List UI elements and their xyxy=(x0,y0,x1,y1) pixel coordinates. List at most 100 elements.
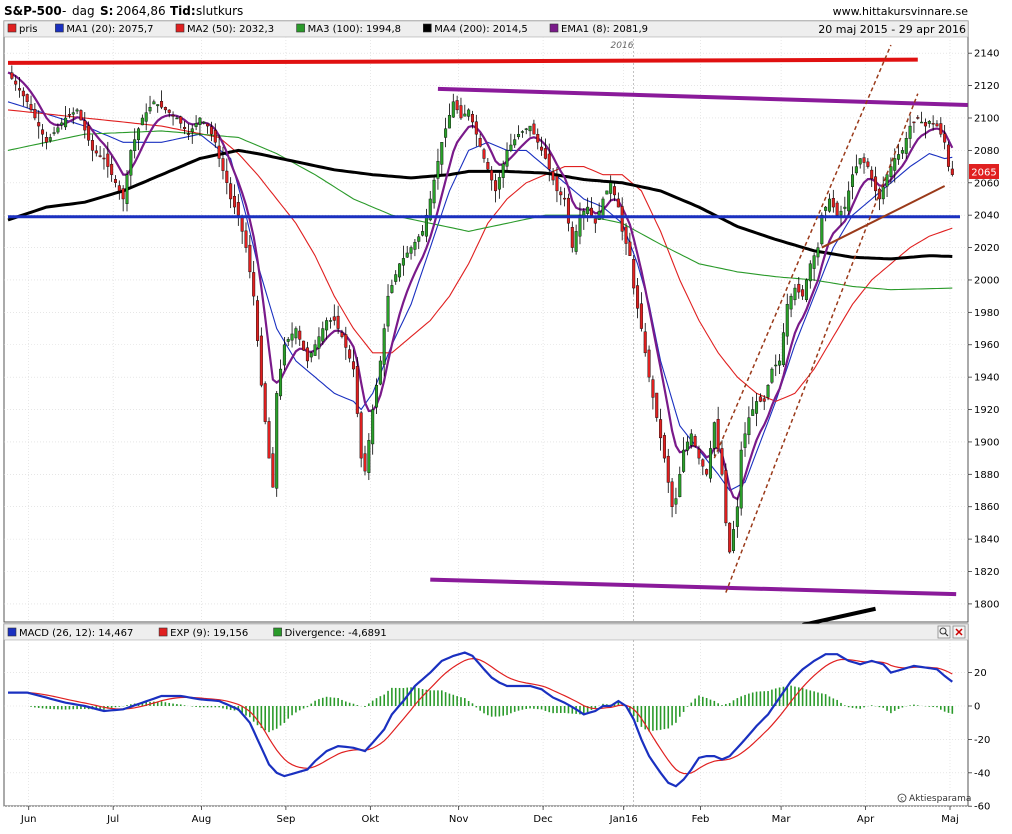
candle-body xyxy=(505,150,509,167)
x-tick-label: Dec xyxy=(533,814,552,825)
candle-body xyxy=(444,128,448,138)
candle-body xyxy=(897,154,901,160)
candle-body xyxy=(336,315,340,329)
overlay-line xyxy=(7,148,953,261)
candle-body xyxy=(87,125,91,141)
candle-body xyxy=(739,449,743,509)
candle-body xyxy=(732,529,736,551)
candle-body xyxy=(708,448,712,479)
candle-body xyxy=(678,474,682,498)
candle-body xyxy=(835,202,839,216)
candle-body xyxy=(18,88,22,91)
candle-body xyxy=(436,160,440,179)
candle-body xyxy=(25,94,29,102)
candle-body xyxy=(624,226,628,244)
candle-body xyxy=(885,174,889,187)
y-tick-label: 1960 xyxy=(974,340,999,351)
candle-body xyxy=(843,206,847,209)
candle-body xyxy=(655,392,659,418)
candle-body xyxy=(279,368,283,397)
candle-body xyxy=(532,123,536,135)
candle-body xyxy=(401,258,405,266)
candle-body xyxy=(98,155,102,157)
candle-body xyxy=(570,227,574,248)
candle-body xyxy=(812,255,816,269)
y-tick-label: 1880 xyxy=(974,470,999,481)
candle-body xyxy=(282,344,286,366)
candle-body xyxy=(524,128,528,130)
candle-body xyxy=(129,150,133,176)
candle-body xyxy=(56,127,60,133)
candle-body xyxy=(106,153,110,167)
close-icon[interactable] xyxy=(952,625,966,639)
candle-body xyxy=(144,112,148,122)
price-candles xyxy=(10,65,954,554)
x-tick-label: Aug xyxy=(192,814,212,825)
y-tick-label: 1860 xyxy=(974,502,999,513)
candle-body xyxy=(931,123,935,125)
candle-body xyxy=(946,144,950,167)
candle-body xyxy=(110,163,114,175)
candle-body xyxy=(421,231,425,236)
candle-body xyxy=(275,393,279,489)
candle-body xyxy=(202,121,206,124)
legend-label: pris xyxy=(19,24,37,35)
candle-body xyxy=(613,186,617,196)
candle-body xyxy=(21,90,25,97)
candle-body xyxy=(321,328,325,342)
candle-body xyxy=(943,133,947,143)
candle-body xyxy=(286,339,290,342)
candle-body xyxy=(517,133,521,138)
candle-body xyxy=(486,162,490,170)
candle-body xyxy=(221,158,225,171)
interval-label: dag xyxy=(72,4,95,18)
candle-body xyxy=(478,137,482,147)
candle-body xyxy=(854,166,858,174)
candle-body xyxy=(578,214,582,237)
candle-body xyxy=(781,332,785,366)
legend-swatch xyxy=(158,627,168,637)
candle-body xyxy=(762,398,766,402)
macd-lines xyxy=(8,651,953,788)
trendline xyxy=(7,57,918,65)
candle-body xyxy=(920,121,924,124)
legend-label: Divergence: -4,6891 xyxy=(285,628,387,639)
candle-body xyxy=(52,132,56,134)
y-tick-label: 1900 xyxy=(974,437,999,448)
candle-body xyxy=(244,230,248,248)
candle-body xyxy=(697,449,701,459)
candle-body xyxy=(424,214,428,237)
x-tick-label: Maj xyxy=(941,814,959,825)
candle-body xyxy=(816,247,820,258)
candle-body xyxy=(225,170,229,183)
magnify-icon[interactable] xyxy=(937,625,951,639)
legend-swatch xyxy=(175,23,185,33)
candle-body xyxy=(33,109,37,119)
signal-line xyxy=(8,657,953,775)
x-tick-label: Sep xyxy=(276,814,295,825)
candle-body xyxy=(804,279,808,301)
candle-body xyxy=(175,117,179,120)
y-tick-label: 1820 xyxy=(974,567,999,578)
candle-body xyxy=(589,207,593,216)
candle-body xyxy=(520,131,524,133)
overlay-line xyxy=(7,109,953,402)
candle-body xyxy=(125,174,129,204)
trendline xyxy=(713,44,892,459)
candle-body xyxy=(413,241,417,250)
candle-body xyxy=(593,218,597,224)
candle-body xyxy=(351,361,355,370)
candle-body xyxy=(467,109,471,117)
x-tick-label: Mar xyxy=(772,814,792,825)
candle-body xyxy=(194,123,198,127)
candle-body xyxy=(171,115,175,117)
candle-body xyxy=(559,191,563,196)
candle-body xyxy=(751,409,755,416)
candle-body xyxy=(801,289,805,297)
candle-body xyxy=(601,198,605,217)
y-tick-label: 2120 xyxy=(974,81,999,92)
last-price-label: S: xyxy=(100,4,113,18)
year-marker-label: 2016 xyxy=(611,41,634,51)
candle-body xyxy=(340,332,344,337)
candle-body xyxy=(152,101,156,105)
